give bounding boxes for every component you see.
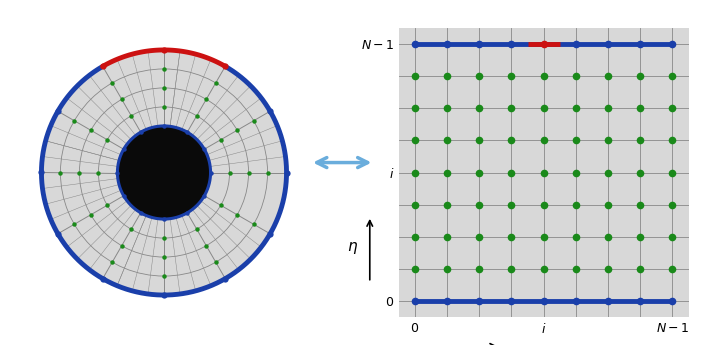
Circle shape bbox=[118, 126, 210, 219]
Text: $\eta$: $\eta$ bbox=[347, 240, 358, 256]
Circle shape bbox=[41, 50, 287, 295]
